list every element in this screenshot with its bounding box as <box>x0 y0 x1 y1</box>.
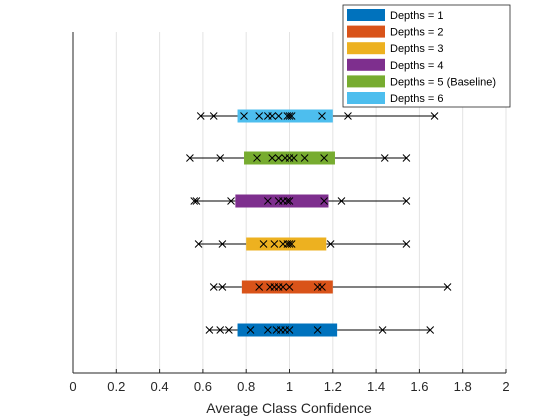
data-point-marker <box>209 283 218 291</box>
data-point-marker <box>326 240 335 248</box>
data-point-marker <box>289 154 298 162</box>
data-point-marker <box>274 154 283 162</box>
x-tick-label: 1.8 <box>454 379 472 394</box>
box-iqr <box>241 280 333 294</box>
x-tick-label: 0.6 <box>194 379 212 394</box>
data-point-marker <box>313 326 322 334</box>
data-point-marker <box>190 197 199 205</box>
data-point-marker <box>283 197 292 205</box>
data-point-marker <box>268 112 277 120</box>
data-point-marker <box>205 326 214 334</box>
data-point-marker <box>263 197 272 205</box>
box-iqr <box>235 194 329 208</box>
data-point-marker <box>344 112 352 120</box>
boxes <box>186 109 452 337</box>
data-point-marker <box>287 240 296 248</box>
data-point-marker <box>225 326 233 334</box>
box-iqr <box>237 109 333 123</box>
legend-label: Depths = 1 <box>390 10 444 22</box>
box-series <box>209 280 452 294</box>
legend-swatch <box>347 58 385 71</box>
legend-swatch <box>347 42 385 55</box>
data-point-marker <box>246 326 255 334</box>
legend-label: Depths = 3 <box>390 43 444 55</box>
axes <box>72 32 507 374</box>
data-point-marker <box>300 154 309 162</box>
data-point-marker <box>443 283 452 291</box>
data-point-marker <box>378 326 387 334</box>
legend-swatch <box>347 25 385 38</box>
data-point-marker <box>285 197 294 205</box>
legend-label: Depths = 6 <box>390 93 444 105</box>
data-point-marker <box>186 154 194 162</box>
legend-swatch <box>347 75 385 88</box>
data-point-marker <box>274 112 283 120</box>
x-tick-label: 1.4 <box>367 379 385 394</box>
legend-box <box>342 4 511 108</box>
x-tick-label: 2 <box>502 379 509 394</box>
data-point-marker <box>218 283 227 291</box>
data-point-marker <box>270 240 279 248</box>
data-point-marker <box>240 112 248 120</box>
box-iqr <box>237 323 338 337</box>
box-series <box>205 323 435 337</box>
data-point-marker <box>426 326 435 334</box>
box-series <box>190 194 411 208</box>
data-point-marker <box>402 197 411 205</box>
box-series <box>194 237 411 251</box>
data-point-marker <box>402 240 411 248</box>
data-point-marker <box>263 326 272 334</box>
x-axis-label: Average Class Confidence <box>206 400 372 416</box>
legend-swatch <box>347 9 385 21</box>
legend-label: Depths = 2 <box>390 27 444 39</box>
data-point-marker <box>337 197 346 205</box>
data-point-marker <box>255 112 264 120</box>
x-tick-label: 1 <box>286 379 293 394</box>
x-tick-label: 1.6 <box>410 379 428 394</box>
legend[interactable]: Depths = 1 Depths = 2 Depths = 3 Depths = 4… <box>342 4 511 108</box>
tick-labels: 0 0.2 0.4 0.6 0.8 1 1.2 1.4 1.6 1.8 2 <box>69 379 509 394</box>
data-point-marker <box>279 283 287 291</box>
data-point-marker <box>285 326 294 334</box>
data-point-marker <box>209 112 218 120</box>
data-point-marker <box>318 112 326 120</box>
legend-label: Depths = 5 (Baseline) <box>390 76 496 88</box>
data-point-marker <box>285 112 294 120</box>
data-point-marker <box>196 112 205 120</box>
data-point-marker <box>216 326 225 334</box>
x-tick-label: 0.8 <box>237 379 255 394</box>
legend-label: Depths = 4 <box>390 60 444 72</box>
data-point-marker <box>285 240 294 248</box>
data-point-marker <box>268 154 277 162</box>
x-tick-label: 0.4 <box>151 379 169 394</box>
box-series <box>196 109 439 123</box>
x-tick-label: 0.2 <box>107 379 125 394</box>
data-point-marker <box>285 283 294 291</box>
data-point-marker <box>320 154 328 162</box>
data-point-marker <box>192 197 201 205</box>
data-point-marker <box>218 240 227 248</box>
x-tick-label: 0 <box>69 379 76 394</box>
data-point-marker <box>318 283 326 291</box>
data-point-marker <box>380 154 389 162</box>
data-point-marker <box>227 197 235 205</box>
data-point-marker <box>194 240 203 248</box>
data-point-marker <box>216 154 225 162</box>
data-point-marker <box>287 112 296 120</box>
data-point-marker <box>259 240 268 248</box>
data-point-marker <box>255 283 264 291</box>
box-iqr <box>246 237 327 251</box>
data-point-marker <box>430 112 439 120</box>
data-point-marker <box>253 154 261 162</box>
data-point-marker <box>320 197 328 205</box>
data-point-marker <box>402 154 411 162</box>
x-tick-label: 1.2 <box>324 379 342 394</box>
legend-swatch <box>347 92 385 104</box>
box-series <box>186 151 411 165</box>
